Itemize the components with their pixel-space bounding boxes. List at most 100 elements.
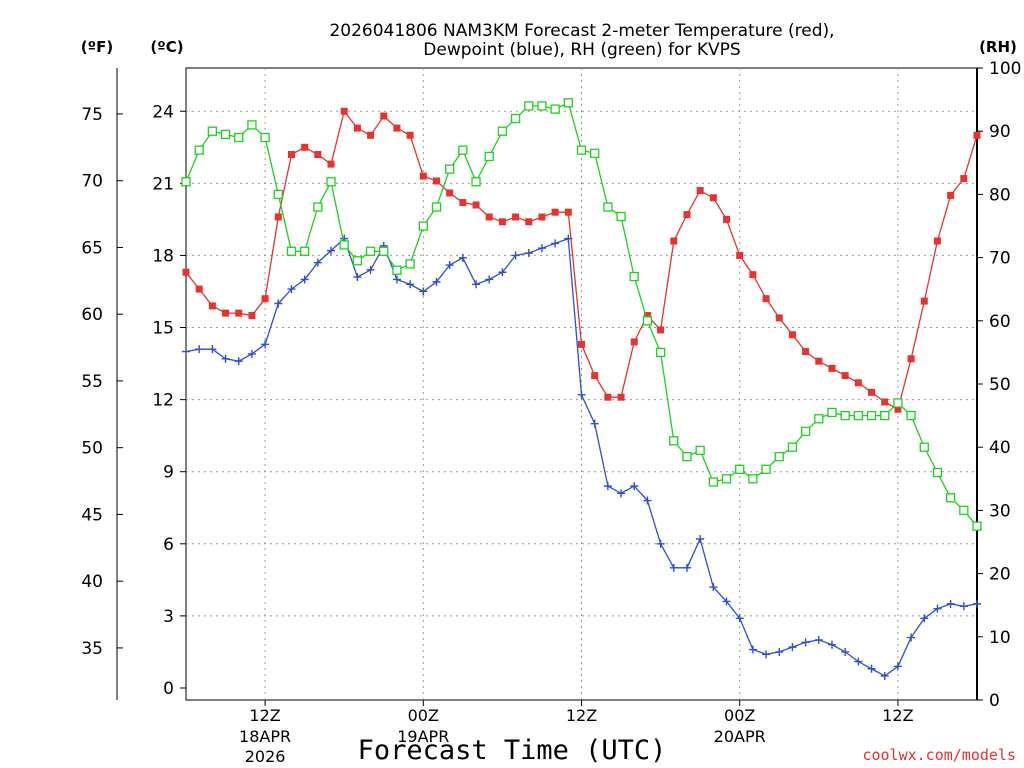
dewpoint-point [524, 249, 533, 258]
dewpoint-point [392, 275, 401, 284]
temperature-point [881, 398, 889, 406]
celsius-tick-label: 18 [152, 246, 174, 266]
dewpoint-point [682, 563, 691, 572]
fahrenheit-tick-label: 75 [81, 105, 103, 125]
temperature-point [248, 312, 256, 320]
temperature-point [472, 201, 480, 209]
temperature-point [683, 211, 691, 219]
temperature-point [274, 213, 282, 221]
rh-point [326, 177, 336, 187]
dewpoint-point [182, 347, 190, 356]
dewpoint-point [353, 273, 362, 282]
rh-point [774, 452, 784, 462]
rh-tick-label: 60 [989, 312, 1011, 332]
rh-tick-label: 100 [989, 59, 1021, 79]
dewpoint-point [630, 482, 639, 491]
rh-point [247, 120, 257, 130]
rh-point [880, 410, 890, 421]
rh-point [313, 202, 323, 212]
temperature-point [578, 340, 585, 348]
rh-point [273, 189, 283, 200]
rh-tick-label: 40 [989, 438, 1011, 458]
dewpoint-point [577, 390, 586, 399]
dewpoint-point [590, 419, 599, 428]
rh-point [735, 464, 745, 474]
temperature-point [960, 175, 968, 183]
x-tick-label-time: 00Z [724, 706, 755, 725]
dewpoint-point [722, 597, 731, 606]
rh-unit-label: (RH) [979, 38, 1017, 56]
temperature-point [933, 237, 941, 245]
dewpoint-point [762, 650, 771, 659]
chart-title-line2: Dewpoint (blue), RH (green) for KVPS [423, 40, 740, 60]
temperature-point [380, 112, 388, 120]
temperature-point [485, 213, 493, 221]
x-axis-label: Forecast Time (UTC) [358, 735, 667, 766]
temperature-point [670, 237, 678, 245]
temperature-point [367, 131, 375, 139]
dewpoint-point [234, 357, 243, 366]
dewpoint-point [814, 635, 823, 644]
dewpoint-point [419, 287, 428, 296]
rh-point [260, 132, 270, 143]
fahrenheit-tick-label: 40 [81, 572, 103, 592]
temperature-point [419, 172, 427, 180]
x-tick-label-time: 12Z [249, 706, 280, 725]
rh-point [642, 316, 653, 326]
temperature-point [538, 213, 546, 221]
fahrenheit-tick-label: 35 [81, 639, 103, 659]
dewpoint-point [669, 563, 678, 572]
fahrenheit-tick-label: 45 [81, 505, 103, 525]
rh-point [814, 414, 824, 424]
dewpoint-point [221, 354, 230, 363]
dewpoint-point [327, 246, 336, 255]
dewpoint-point [313, 258, 322, 267]
dewpoint-point [274, 299, 283, 308]
temperature-point [973, 131, 981, 139]
rh-point [945, 493, 956, 503]
temperature-point [828, 364, 836, 372]
celsius-tick-label: 15 [152, 319, 174, 339]
temperature-point [894, 405, 902, 413]
rh-point [853, 410, 863, 421]
rh-point [339, 240, 349, 250]
series-layer [181, 98, 982, 680]
dewpoint-point [458, 253, 467, 262]
temperature-point [301, 143, 309, 151]
fahrenheit-tick-label: 70 [81, 172, 103, 192]
temperature-point [775, 314, 783, 322]
rh-point [286, 246, 297, 256]
dewpoint-point [432, 277, 441, 286]
rh-point [866, 410, 877, 421]
temperature-point [920, 297, 928, 305]
celsius-unit-label: (ºC) [150, 38, 183, 56]
dewpoint-point [498, 268, 507, 277]
dewpoint-point [709, 583, 718, 592]
temperature-point [617, 393, 625, 401]
dewpoint-point [841, 647, 850, 656]
rh-point [629, 271, 639, 282]
temperature-point [340, 107, 348, 115]
dewpoint-point [959, 602, 968, 611]
dewpoint-point [801, 638, 810, 647]
rh-point [906, 410, 916, 421]
rh-point [471, 177, 481, 187]
rh-point [616, 211, 626, 222]
rh-point [352, 256, 363, 266]
rh-tick-label: 20 [989, 565, 1011, 585]
dewpoint-point [880, 671, 889, 680]
temperature-point [393, 124, 401, 132]
temperature-point [815, 357, 823, 365]
dewpoint-point [485, 275, 494, 284]
dewpoint-point [867, 664, 876, 673]
rh-point [537, 101, 547, 111]
rh-point [761, 464, 771, 474]
temperature-point [327, 160, 335, 168]
celsius-tick-label: 12 [152, 391, 174, 411]
fahrenheit-unit-label: (ºF) [81, 38, 113, 56]
celsius-tick-label: 9 [163, 463, 174, 483]
x-tick-label-time: 12Z [566, 706, 597, 725]
rh-point [721, 474, 732, 484]
rh-point [379, 246, 389, 256]
fahrenheit-tick-label: 55 [81, 372, 103, 392]
